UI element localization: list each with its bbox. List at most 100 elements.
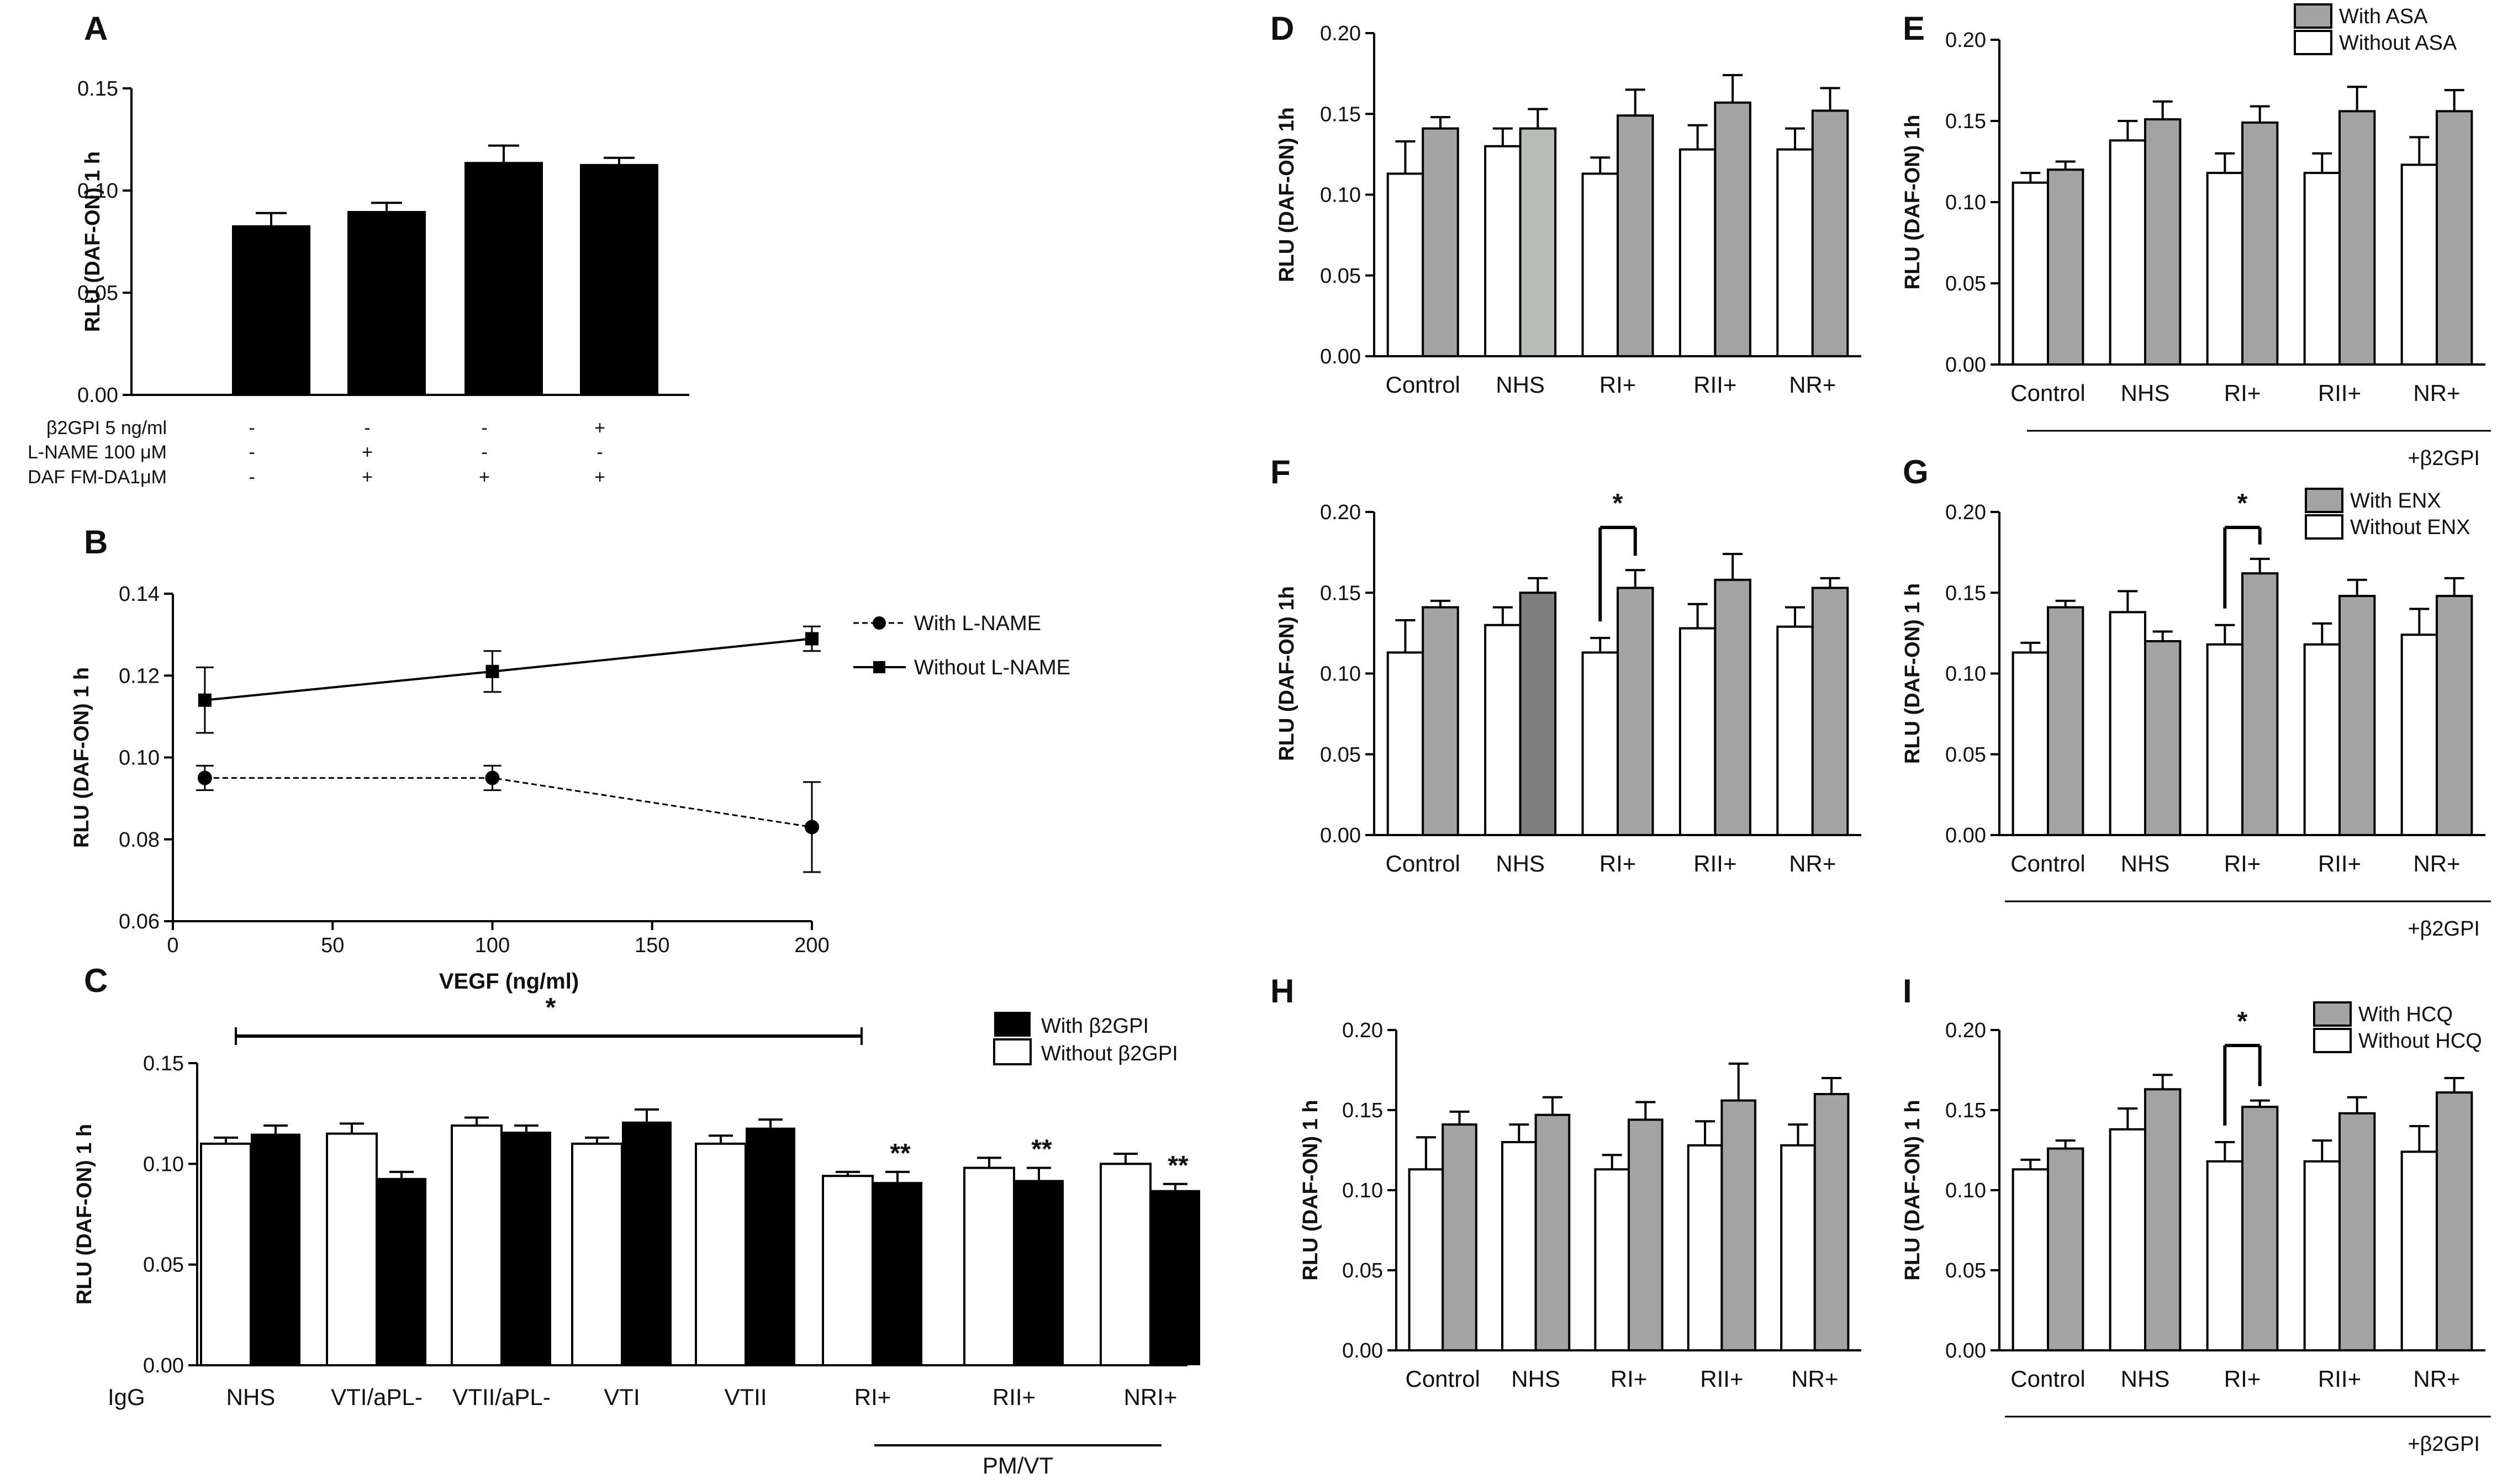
category-label: RI+: [2224, 851, 2261, 876]
bar-with-b2gpi: [1150, 1190, 1200, 1365]
legend-label: With L-NAME: [914, 612, 1041, 635]
bar: [580, 163, 658, 395]
category-label: NR+: [2413, 380, 2460, 406]
y-tick-label: 0.05: [1945, 1259, 1986, 1282]
y-tick-label: 0.00: [1945, 824, 1986, 847]
legend-label: With ENX: [2350, 489, 2441, 513]
bar: [347, 211, 426, 395]
panel-label: G: [1903, 453, 1929, 490]
category-label: NR+: [1789, 372, 1836, 398]
y-tick-label: 0.15: [1945, 582, 1986, 605]
bar-without: [2109, 611, 2146, 836]
y-tick-label: 0.20: [1320, 22, 1361, 45]
point-square: [198, 693, 212, 707]
category-label: Control: [1385, 372, 1460, 398]
category-label: RII+: [2318, 851, 2361, 876]
y-tick-label: 0.15: [1945, 1099, 1986, 1122]
panel-label: H: [1270, 973, 1294, 1010]
bar-without-b2gpi: [200, 1142, 252, 1367]
y-axis-label: RLU (DAF-ON) 1h: [1901, 115, 1924, 290]
point-circle: [197, 770, 212, 785]
legend-label: Without ENX: [2350, 516, 2470, 539]
bar-without-b2gpi: [571, 1142, 623, 1367]
bar-without: [2012, 181, 2049, 366]
y-tick-label: 0.05: [1945, 272, 1986, 295]
x-tick-label: 100: [475, 934, 510, 957]
y-tick-label: 0.15: [1342, 1099, 1383, 1122]
bar-with: [1628, 1118, 1664, 1352]
bar-without: [2206, 172, 2243, 366]
bar-with: [1519, 592, 1557, 836]
y-tick-label: 0.12: [119, 664, 160, 688]
condition-mark: +: [362, 442, 373, 463]
y-tick-label: 0.15: [77, 77, 118, 101]
y-tick-label: 0.10: [1320, 663, 1361, 686]
y-tick-label: 0.05: [1342, 1259, 1383, 1282]
bar-with-b2gpi: [377, 1177, 426, 1365]
bar-without: [2400, 633, 2438, 837]
category-label: Control: [2010, 851, 2085, 876]
category-label: NR+: [2413, 1366, 2460, 1392]
bar-without: [2012, 1168, 2049, 1352]
bar-without: [1594, 1168, 1630, 1352]
bar-with: [2436, 1091, 2473, 1351]
bar-without: [1386, 651, 1424, 836]
category-label: RI+: [2224, 380, 2261, 406]
legend-label: Without HCQ: [2358, 1029, 2482, 1053]
category-label: RII+: [2318, 1366, 2361, 1392]
category-label: RI+: [854, 1384, 891, 1410]
category-label: NRI+: [1124, 1384, 1178, 1410]
bar-without: [2400, 163, 2438, 366]
y-tick-label: 0.10: [1945, 663, 1986, 686]
legend-label: With β2GPI: [1041, 1015, 1149, 1038]
category-label: NR+: [1791, 1366, 1838, 1392]
legend-swatch: [993, 1038, 1032, 1065]
treatment-note: +β2GPI: [2408, 1433, 2480, 1456]
y-tick-label: 0.00: [1945, 353, 1986, 377]
condition-mark: +: [479, 467, 490, 488]
bar-with: [2047, 168, 2084, 366]
category-label: Control: [1405, 1366, 1480, 1392]
bar-without: [1780, 1144, 1816, 1352]
bar-without: [1386, 172, 1424, 357]
y-tick-label: 0.05: [143, 1254, 184, 1277]
y-tick-label: 0.20: [1945, 29, 1986, 52]
y-tick-label: 0.10: [1342, 1179, 1383, 1202]
condition-mark: -: [249, 442, 255, 463]
y-axis-label: RLU (DAF-ON) 1h: [1275, 107, 1298, 282]
bar-without: [2303, 643, 2341, 836]
y-tick-label: 0.10: [1945, 191, 1986, 214]
legend-swatch: [2305, 488, 2343, 513]
bar-with: [2338, 110, 2376, 366]
category-label: NHS: [1511, 1366, 1560, 1392]
category-label: RI+: [1599, 851, 1636, 876]
legend-marker: [873, 661, 885, 673]
category-label: RII+: [2318, 380, 2361, 406]
condition-mark: -: [481, 418, 487, 439]
bar-without-b2gpi: [963, 1166, 1015, 1367]
y-axis-label: RLU (DAF-ON) 1 h: [1901, 1100, 1924, 1280]
legend-marker: [873, 616, 886, 630]
condition-mark: -: [481, 442, 487, 463]
y-tick-label: 0.06: [119, 910, 160, 933]
bar-with-b2gpi: [622, 1121, 672, 1365]
category-label: NHS: [2121, 851, 2170, 876]
condition-label: L-NAME 100 μM: [28, 442, 167, 463]
y-tick-label: 0.15: [1945, 110, 1986, 133]
category-label: RII+: [1700, 1366, 1743, 1392]
bar-without: [1678, 627, 1717, 836]
y-tick-label: 0.15: [1320, 103, 1361, 126]
category-label: RII+: [992, 1384, 1036, 1410]
category-label: NR+: [1789, 851, 1836, 876]
y-tick-label: 0.00: [77, 384, 118, 407]
bar-with: [1534, 1113, 1571, 1351]
legend-swatch: [2305, 514, 2343, 540]
point-circle: [485, 770, 500, 785]
significance-star: **: [890, 1139, 911, 1168]
significance-star: *: [2237, 489, 2248, 518]
significance-star: **: [1031, 1135, 1052, 1164]
category-label: VTI: [604, 1384, 640, 1410]
bar-with: [2144, 640, 2182, 836]
significance-star: *: [546, 993, 556, 1022]
